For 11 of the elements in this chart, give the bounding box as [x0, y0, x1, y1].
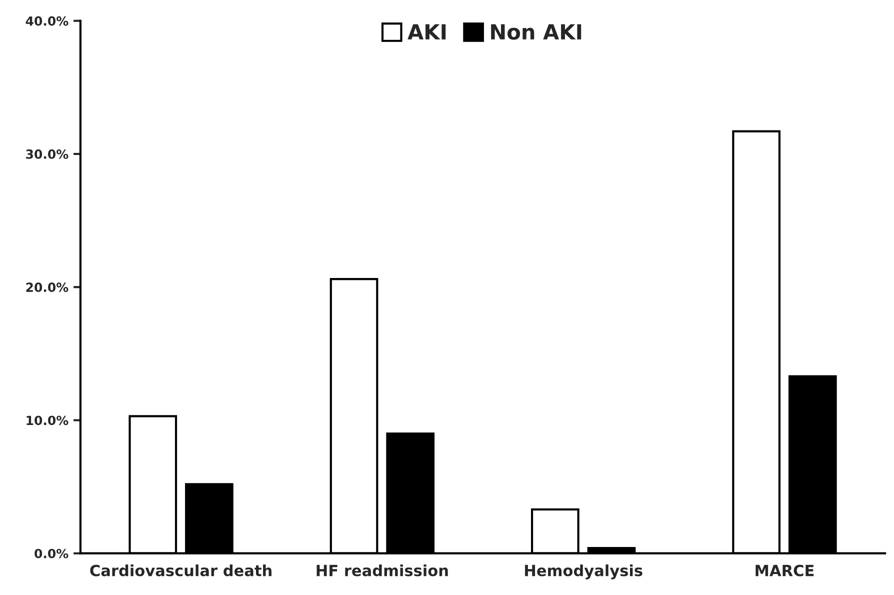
x-tick-label: MARCE — [756, 564, 814, 576]
y-tick-label: 10.0% — [26, 416, 68, 426]
y-tick-label: 30.0% — [26, 149, 68, 159]
y-tick-label: 20.0% — [26, 282, 68, 292]
y-tick-label: 0.0% — [34, 548, 68, 558]
x-tick-label: HF readmission — [316, 564, 448, 576]
x-tick-label: Hemodyalysis — [525, 564, 642, 580]
legend-label: AKI — [408, 24, 446, 40]
y-tick-label: 40.0% — [26, 16, 68, 26]
x-tick-label: Cardiovascular death — [90, 564, 272, 576]
legend-label: Non AKI — [491, 24, 582, 40]
